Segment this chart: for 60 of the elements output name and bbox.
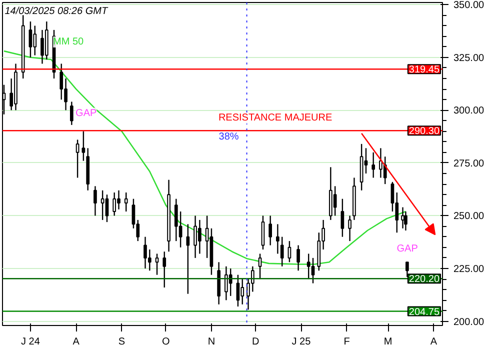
- candlestick: [288, 240, 292, 263]
- candlestick: [383, 156, 387, 185]
- y-tick-label: 200.00: [454, 316, 485, 328]
- candlestick: [258, 253, 262, 280]
- candlestick: [124, 192, 128, 212]
- x-tick-label: A: [430, 336, 438, 348]
- ref-line-label: 290.30: [408, 126, 440, 138]
- candlestick: [261, 215, 265, 250]
- x-tick-label: M: [384, 336, 392, 348]
- candlestick: [404, 210, 408, 232]
- x-tick-label: N: [208, 336, 216, 348]
- y-tick-label: 250.00: [454, 211, 485, 222]
- candlestick: [240, 278, 244, 305]
- y-tick-label: 225.00: [454, 264, 485, 275]
- x-tick-label: J 24: [21, 336, 40, 348]
- candlestick: [60, 63, 64, 100]
- candlestick: [268, 215, 272, 246]
- x-tick-label: J 25: [292, 336, 312, 348]
- ref-line-label: 220.20: [408, 274, 440, 286]
- annotation: RESISTANCE MAJEURE: [218, 112, 332, 124]
- candlestick: [333, 186, 337, 216]
- x-tick-label: O: [162, 336, 170, 348]
- candlestick: [148, 248, 152, 272]
- annotation: 14/03/2025 08:26 GMT: [4, 6, 108, 18]
- candlestick: [94, 186, 97, 216]
- x-tick-label: S: [118, 336, 126, 348]
- y-tick-label: 350.00: [454, 0, 485, 12]
- y-tick-label: 275.00: [454, 158, 485, 170]
- candlestick: [155, 253, 159, 276]
- candlestick: [174, 198, 178, 242]
- candlestick: [33, 25, 37, 56]
- candlestick: [401, 206, 404, 229]
- y-tick-label: 325.00: [454, 52, 485, 64]
- candlestick: [82, 130, 86, 162]
- candlestick: [100, 190, 104, 221]
- x-tick-label: A: [72, 336, 80, 348]
- ref-line-label: 319.45: [408, 64, 440, 76]
- candlestick: [186, 224, 190, 294]
- annotation: GAP: [76, 108, 97, 119]
- candlestick: [306, 253, 310, 280]
- candlestick: [280, 236, 284, 267]
- candlestick: [311, 257, 315, 284]
- candlestick: [276, 224, 280, 254]
- x-tick-label: F: [344, 336, 350, 348]
- candlestick: [112, 192, 116, 216]
- candlestick: [372, 152, 376, 178]
- candlestick: [70, 101, 74, 126]
- y-tick-label: 300.00: [454, 106, 485, 117]
- ref-line-label: 204.75: [408, 306, 440, 318]
- annotation: GAP: [396, 243, 418, 254]
- candlestick: [76, 139, 80, 178]
- candlestick: [28, 20, 32, 58]
- candlestick: [348, 215, 352, 242]
- candlestick: [162, 251, 166, 288]
- x-tick-label: D: [252, 336, 260, 348]
- candlestick: [250, 266, 254, 292]
- ref-line-label: 38%: [218, 132, 239, 142]
- candlestick: [340, 198, 344, 238]
- series-label: MM 50: [53, 36, 84, 48]
- candlestick: [296, 244, 300, 272]
